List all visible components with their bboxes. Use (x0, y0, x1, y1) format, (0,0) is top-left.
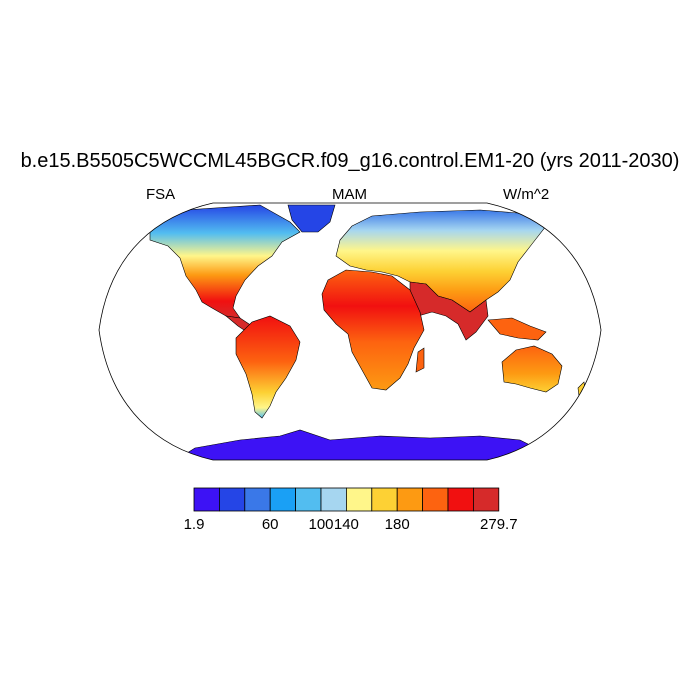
colorbar-swatch (218, 487, 246, 512)
map-land-layer (149, 204, 587, 460)
north-america-region (149, 204, 301, 319)
south-asia-region (409, 281, 489, 341)
colorbar-swatch (193, 487, 220, 512)
greenland-region (287, 204, 336, 233)
colorbar-swatch (472, 487, 500, 512)
colorbar-swatch (295, 487, 322, 512)
colorbar-swatch (320, 487, 347, 512)
season-label: MAM (332, 186, 367, 203)
map-title: b.e15.B5505C5WCCML45BGCR.f09_g16.control… (20, 150, 680, 172)
globe-outline (98, 202, 602, 461)
south-america-region (235, 315, 301, 419)
colorbar (193, 487, 500, 512)
variable-label: FSA (146, 186, 176, 203)
colorbar-swatch (345, 487, 373, 512)
madagascar-region (415, 347, 425, 373)
colorbar-tick-label: 140 (333, 516, 359, 533)
colorbar-tick-label: 1.9 (183, 516, 205, 533)
colorbar-swatch (422, 487, 449, 512)
colorbar-tick-label: 60 (261, 516, 279, 533)
australia-region (501, 345, 563, 393)
antarctica-region (158, 429, 541, 460)
colorbar-tick-label: 100 (308, 516, 334, 533)
colorbar-tick-label: 279.7 (480, 516, 518, 533)
colorbar-swatch (244, 487, 271, 512)
units-label: W/m^2 (503, 186, 550, 203)
colorbar-swatch (371, 487, 398, 512)
africa-region (321, 269, 425, 391)
colorbar-swatch (447, 487, 474, 512)
colorbar-tick-label: 180 (384, 516, 410, 533)
colorbar-swatch (269, 487, 297, 512)
colorbar-swatch (396, 487, 424, 512)
southeast-asia-region (487, 317, 547, 341)
